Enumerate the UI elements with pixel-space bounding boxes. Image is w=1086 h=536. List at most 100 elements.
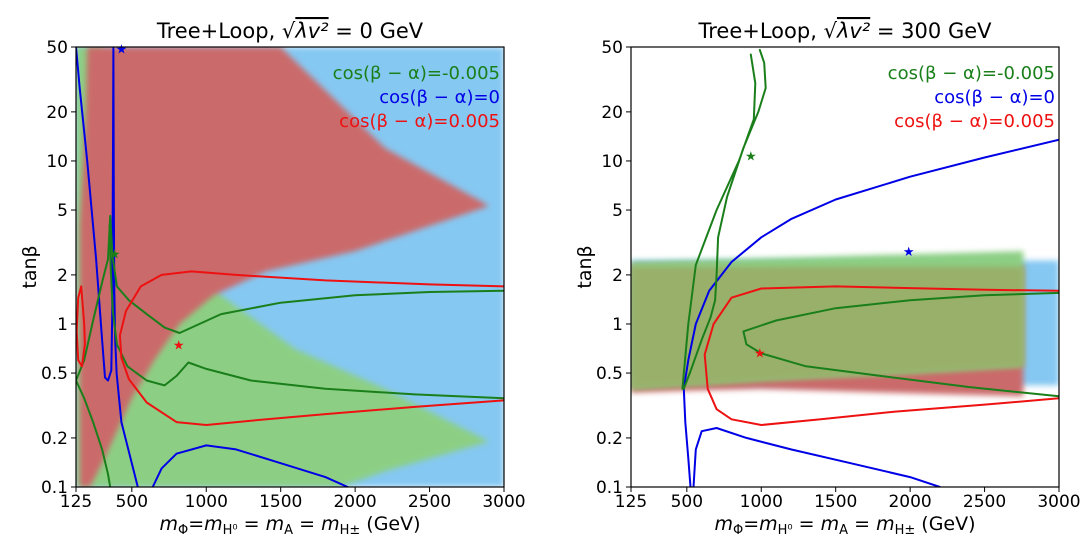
- y-tick-label: 20: [601, 103, 623, 123]
- region-olive: [631, 266, 1024, 389]
- curve-1: [692, 427, 941, 487]
- xlabel-sub-hpm: H±: [895, 523, 916, 536]
- xlabel-sub-h0: H⁰: [778, 523, 793, 536]
- xlabel-sub-hpm: H±: [340, 523, 361, 536]
- xlabel-eq: =: [848, 513, 876, 535]
- y-tick-label: 2: [57, 266, 68, 286]
- title-suffix: = 300 GeV: [870, 19, 992, 43]
- x-tick-label: 1000: [185, 492, 228, 512]
- y-tick-label: 2: [612, 266, 623, 286]
- y-axis-label: tanβ: [19, 245, 41, 288]
- y-tick-label: 0.2: [596, 429, 623, 449]
- plot-frame: [75, 46, 505, 488]
- xlabel-sub-a: A: [839, 523, 848, 536]
- x-tick-label: 3000: [482, 492, 525, 512]
- y-tick-label: 5: [612, 201, 623, 221]
- curve-4: [76, 379, 112, 487]
- curves: [76, 47, 504, 487]
- legend-entry-0: cos(β − α)=-0.005: [888, 63, 1055, 84]
- y-tick-label: 10: [601, 152, 623, 172]
- xlabel-sub-h0: H⁰: [223, 523, 238, 536]
- title-prefix: Tree+Loop,: [156, 19, 282, 43]
- y-axis-label: tanβ: [574, 245, 596, 288]
- y-tick-label: 0.1: [41, 478, 68, 498]
- x-tick-label: 1500: [259, 492, 302, 512]
- xlabel-m: m: [821, 513, 840, 535]
- star-marker-2: ★: [754, 346, 766, 361]
- title-suffix: = 0 GeV: [329, 19, 424, 43]
- xlabel-m: m: [204, 513, 223, 535]
- shaded-regions: [76, 47, 504, 487]
- curve-2: [681, 48, 767, 390]
- curve-4: [703, 285, 1059, 426]
- y-tick-label: 10: [46, 152, 68, 172]
- y-tick-label: 1: [612, 315, 623, 335]
- curves: [681, 48, 1059, 487]
- xlabel-m: m: [266, 513, 285, 535]
- y-tick-label: 0.2: [41, 429, 68, 449]
- shaded-regions: [631, 251, 1059, 397]
- xlabel-m: m: [159, 513, 178, 535]
- y-tick-label: 0.5: [596, 364, 623, 384]
- curve-5: [108, 224, 504, 400]
- left-chart-panel: ★★★125 500 1000 1500 2000 2500 30000.10.20.512…: [19, 19, 526, 536]
- region-red: [79, 47, 490, 487]
- y-tick-label: 20: [46, 103, 68, 123]
- xlabel-unit: (GeV): [915, 513, 975, 535]
- x-tick-label: 125: [615, 492, 647, 512]
- x-tick-label: 125: [60, 492, 92, 512]
- title-lambda: λv²: [294, 19, 329, 43]
- plot-frame: [630, 46, 1060, 488]
- y-tick-label: 0.1: [596, 478, 623, 498]
- curve-7: [118, 270, 504, 426]
- x-tick-label: 2000: [333, 492, 376, 512]
- xlabel-sub-phi: Φ: [733, 523, 743, 536]
- xlabel-eq: =: [293, 513, 321, 535]
- star-marker-0: ★: [109, 248, 121, 263]
- star-marker-0: ★: [745, 150, 757, 165]
- legend-entry-2: cos(β − α)=0.005: [339, 111, 500, 132]
- x-tick-label: 500: [671, 492, 703, 512]
- star-marker-1: ★: [903, 245, 915, 260]
- x-axis-label: mΦ=mH⁰ = mA = mH± (GeV): [714, 513, 975, 536]
- xlabel-eq: =: [793, 513, 821, 535]
- curve-6: [76, 285, 86, 368]
- x-tick-label: 1500: [814, 492, 857, 512]
- xlabel-m: m: [759, 513, 778, 535]
- legend-entry-1: cos(β − α)=0: [934, 87, 1055, 108]
- curve-3: [76, 214, 504, 382]
- y-tick-label: 5: [57, 201, 68, 221]
- region-green: [76, 47, 490, 487]
- x-tick-label: 500: [116, 492, 148, 512]
- x-tick-label: 2500: [963, 492, 1006, 512]
- x-tick-label: 3000: [1037, 492, 1080, 512]
- legend-entry-1: cos(β − α)=0: [379, 87, 500, 108]
- xlabel-m: m: [321, 513, 340, 535]
- chart-title: Tree+Loop, √λv² = 300 GeV: [698, 19, 993, 43]
- y-tick-label: 50: [601, 38, 623, 58]
- curve-1: [151, 444, 349, 487]
- title-prefix: Tree+Loop,: [698, 19, 824, 43]
- x-axis-label: mΦ=mH⁰ = mA = mH± (GeV): [159, 513, 420, 536]
- x-tick-label: 1000: [740, 492, 783, 512]
- legend-entry-0: cos(β − α)=-0.005: [333, 63, 500, 84]
- curve-0: [682, 138, 1059, 487]
- legend-entry-2: cos(β − α)=0.005: [894, 111, 1055, 132]
- xlabel-m: m: [876, 513, 895, 535]
- title-lambda: λv²: [836, 19, 871, 43]
- xlabel-unit: (GeV): [360, 513, 420, 535]
- title-sqrt: √: [824, 19, 838, 43]
- curve-3: [742, 291, 1059, 398]
- xlabel-sub-a: A: [284, 523, 293, 536]
- xlabel-eq: =: [743, 513, 759, 535]
- chart-title: Tree+Loop, √λv² = 0 GeV: [156, 19, 424, 43]
- xlabel-sub-phi: Φ: [178, 523, 188, 536]
- xlabel-eq: =: [238, 513, 266, 535]
- title-sqrt: √: [282, 19, 296, 43]
- y-tick-label: 0.5: [41, 364, 68, 384]
- x-tick-label: 2500: [408, 492, 451, 512]
- right-chart-panel: ★★★125 500 1000 1500 2000 2500 30000.10.20.512…: [574, 19, 1081, 536]
- xlabel-m: m: [714, 513, 733, 535]
- xlabel-eq: =: [188, 513, 204, 535]
